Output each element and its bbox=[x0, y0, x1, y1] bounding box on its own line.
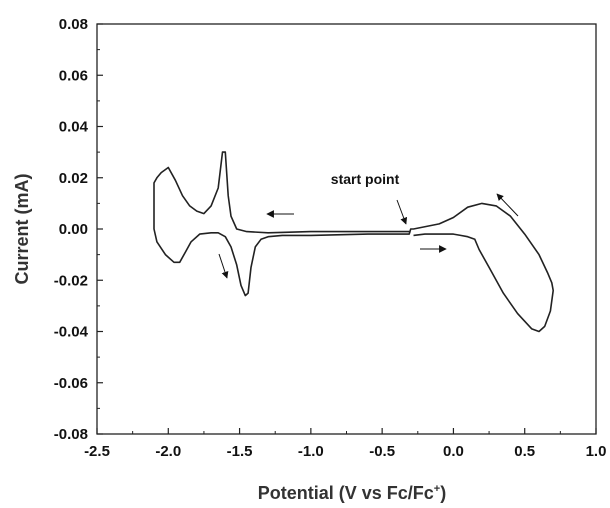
annotation-start-point: start point bbox=[331, 171, 400, 187]
x-tick-label: 0.5 bbox=[514, 443, 535, 460]
y-tick-label: 0.02 bbox=[59, 170, 88, 187]
y-axis-title: Current (mA) bbox=[12, 173, 32, 284]
x-tick-label: -1.5 bbox=[227, 443, 253, 460]
x-tick-label: -0.5 bbox=[369, 443, 395, 460]
y-tick-label: 0.06 bbox=[59, 67, 88, 84]
y-tick-label: -0.04 bbox=[54, 324, 89, 341]
y-tick-label: 0.00 bbox=[59, 221, 88, 238]
y-tick-label: -0.06 bbox=[54, 375, 88, 392]
x-tick-label: -2.5 bbox=[84, 443, 110, 460]
y-tick-label: 0.08 bbox=[59, 16, 88, 33]
arrow-reduction-peak bbox=[218, 253, 229, 279]
x-axis-title: Potential (V vs Fc/Fc+) bbox=[258, 483, 446, 503]
axis-ticks bbox=[96, 23, 597, 435]
series-line bbox=[153, 151, 554, 333]
y-tick-label: -0.08 bbox=[54, 426, 88, 443]
y-tick-label: 0.04 bbox=[59, 119, 89, 136]
x-tick-label: 1.0 bbox=[586, 443, 607, 460]
x-tick-label: 0.0 bbox=[443, 443, 464, 460]
y-tick-label: -0.02 bbox=[54, 272, 88, 289]
arrow-oxidation-peak bbox=[496, 193, 519, 217]
axis-tick-labels: -2.5 -2.0 -1.5 -1.0 -0.5 0.0 0.5 1.0 0.08 0.06 0.0… bbox=[54, 16, 607, 460]
x-tick-label: -1.0 bbox=[298, 443, 324, 460]
x-tick-label: -2.0 bbox=[155, 443, 181, 460]
arrow-start-point bbox=[396, 199, 408, 225]
